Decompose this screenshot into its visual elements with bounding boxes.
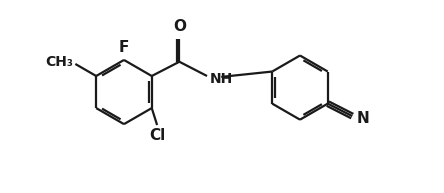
Text: N: N bbox=[357, 111, 369, 126]
Text: Cl: Cl bbox=[149, 128, 165, 143]
Text: NH: NH bbox=[210, 72, 234, 86]
Text: O: O bbox=[173, 19, 186, 34]
Text: F: F bbox=[119, 40, 129, 55]
Text: CH₃: CH₃ bbox=[45, 55, 73, 69]
